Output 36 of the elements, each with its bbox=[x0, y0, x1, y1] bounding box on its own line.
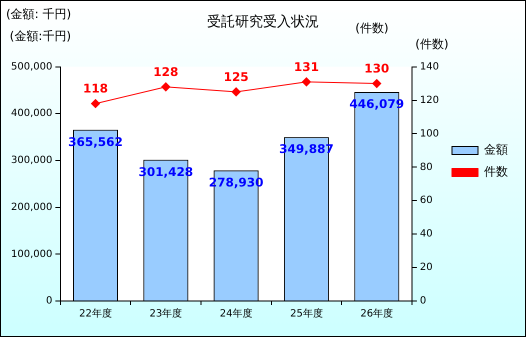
point bbox=[372, 79, 382, 88]
data-label: 131 bbox=[294, 60, 319, 74]
y2-tick-label: 0 bbox=[420, 296, 426, 307]
text: (件数) bbox=[355, 21, 389, 36]
point bbox=[302, 77, 311, 86]
y2-tick-label: 40 bbox=[420, 228, 433, 240]
point bbox=[161, 82, 170, 92]
point bbox=[91, 99, 100, 108]
x-tick-label: 26年度 bbox=[360, 308, 394, 320]
y2-axis-title: (件数) bbox=[415, 36, 449, 51]
y-tick-label: 500,000 bbox=[10, 61, 52, 72]
y2-tick-label: 80 bbox=[420, 162, 433, 173]
y2-tick-label: 20 bbox=[420, 262, 433, 274]
data-label: 130 bbox=[364, 62, 390, 76]
y-axis-title: (金額:千円) bbox=[10, 28, 72, 43]
y2-tick-label: 120 bbox=[420, 94, 440, 106]
legend-label: 件数 bbox=[484, 164, 508, 179]
chart-title: 受託研究受入状況 bbox=[207, 14, 319, 30]
y-tick-label: 100,000 bbox=[10, 248, 52, 260]
y2-tick-label: 140 bbox=[420, 61, 440, 72]
y-tick-label: 300,000 bbox=[10, 155, 52, 166]
legend-label: 金額 bbox=[484, 142, 508, 157]
x-tick-label: 25年度 bbox=[290, 308, 323, 320]
y-tick-label: 0 bbox=[46, 296, 52, 307]
point bbox=[232, 87, 241, 96]
data-label: 128 bbox=[153, 65, 178, 79]
y2-tick-label: 60 bbox=[420, 195, 433, 206]
text: (金額: 千円) bbox=[6, 7, 72, 22]
y2-tick-label: 100 bbox=[420, 128, 440, 140]
x-tick-label: 24年度 bbox=[220, 308, 252, 320]
y-tick-label: 200,000 bbox=[10, 202, 52, 213]
x-tick-label: 22年度 bbox=[79, 308, 112, 320]
data-label: 125 bbox=[224, 70, 249, 84]
data-label: 118 bbox=[82, 82, 108, 96]
y-tick-label: 400,000 bbox=[10, 108, 52, 120]
x-tick-label: 23年度 bbox=[149, 308, 182, 320]
